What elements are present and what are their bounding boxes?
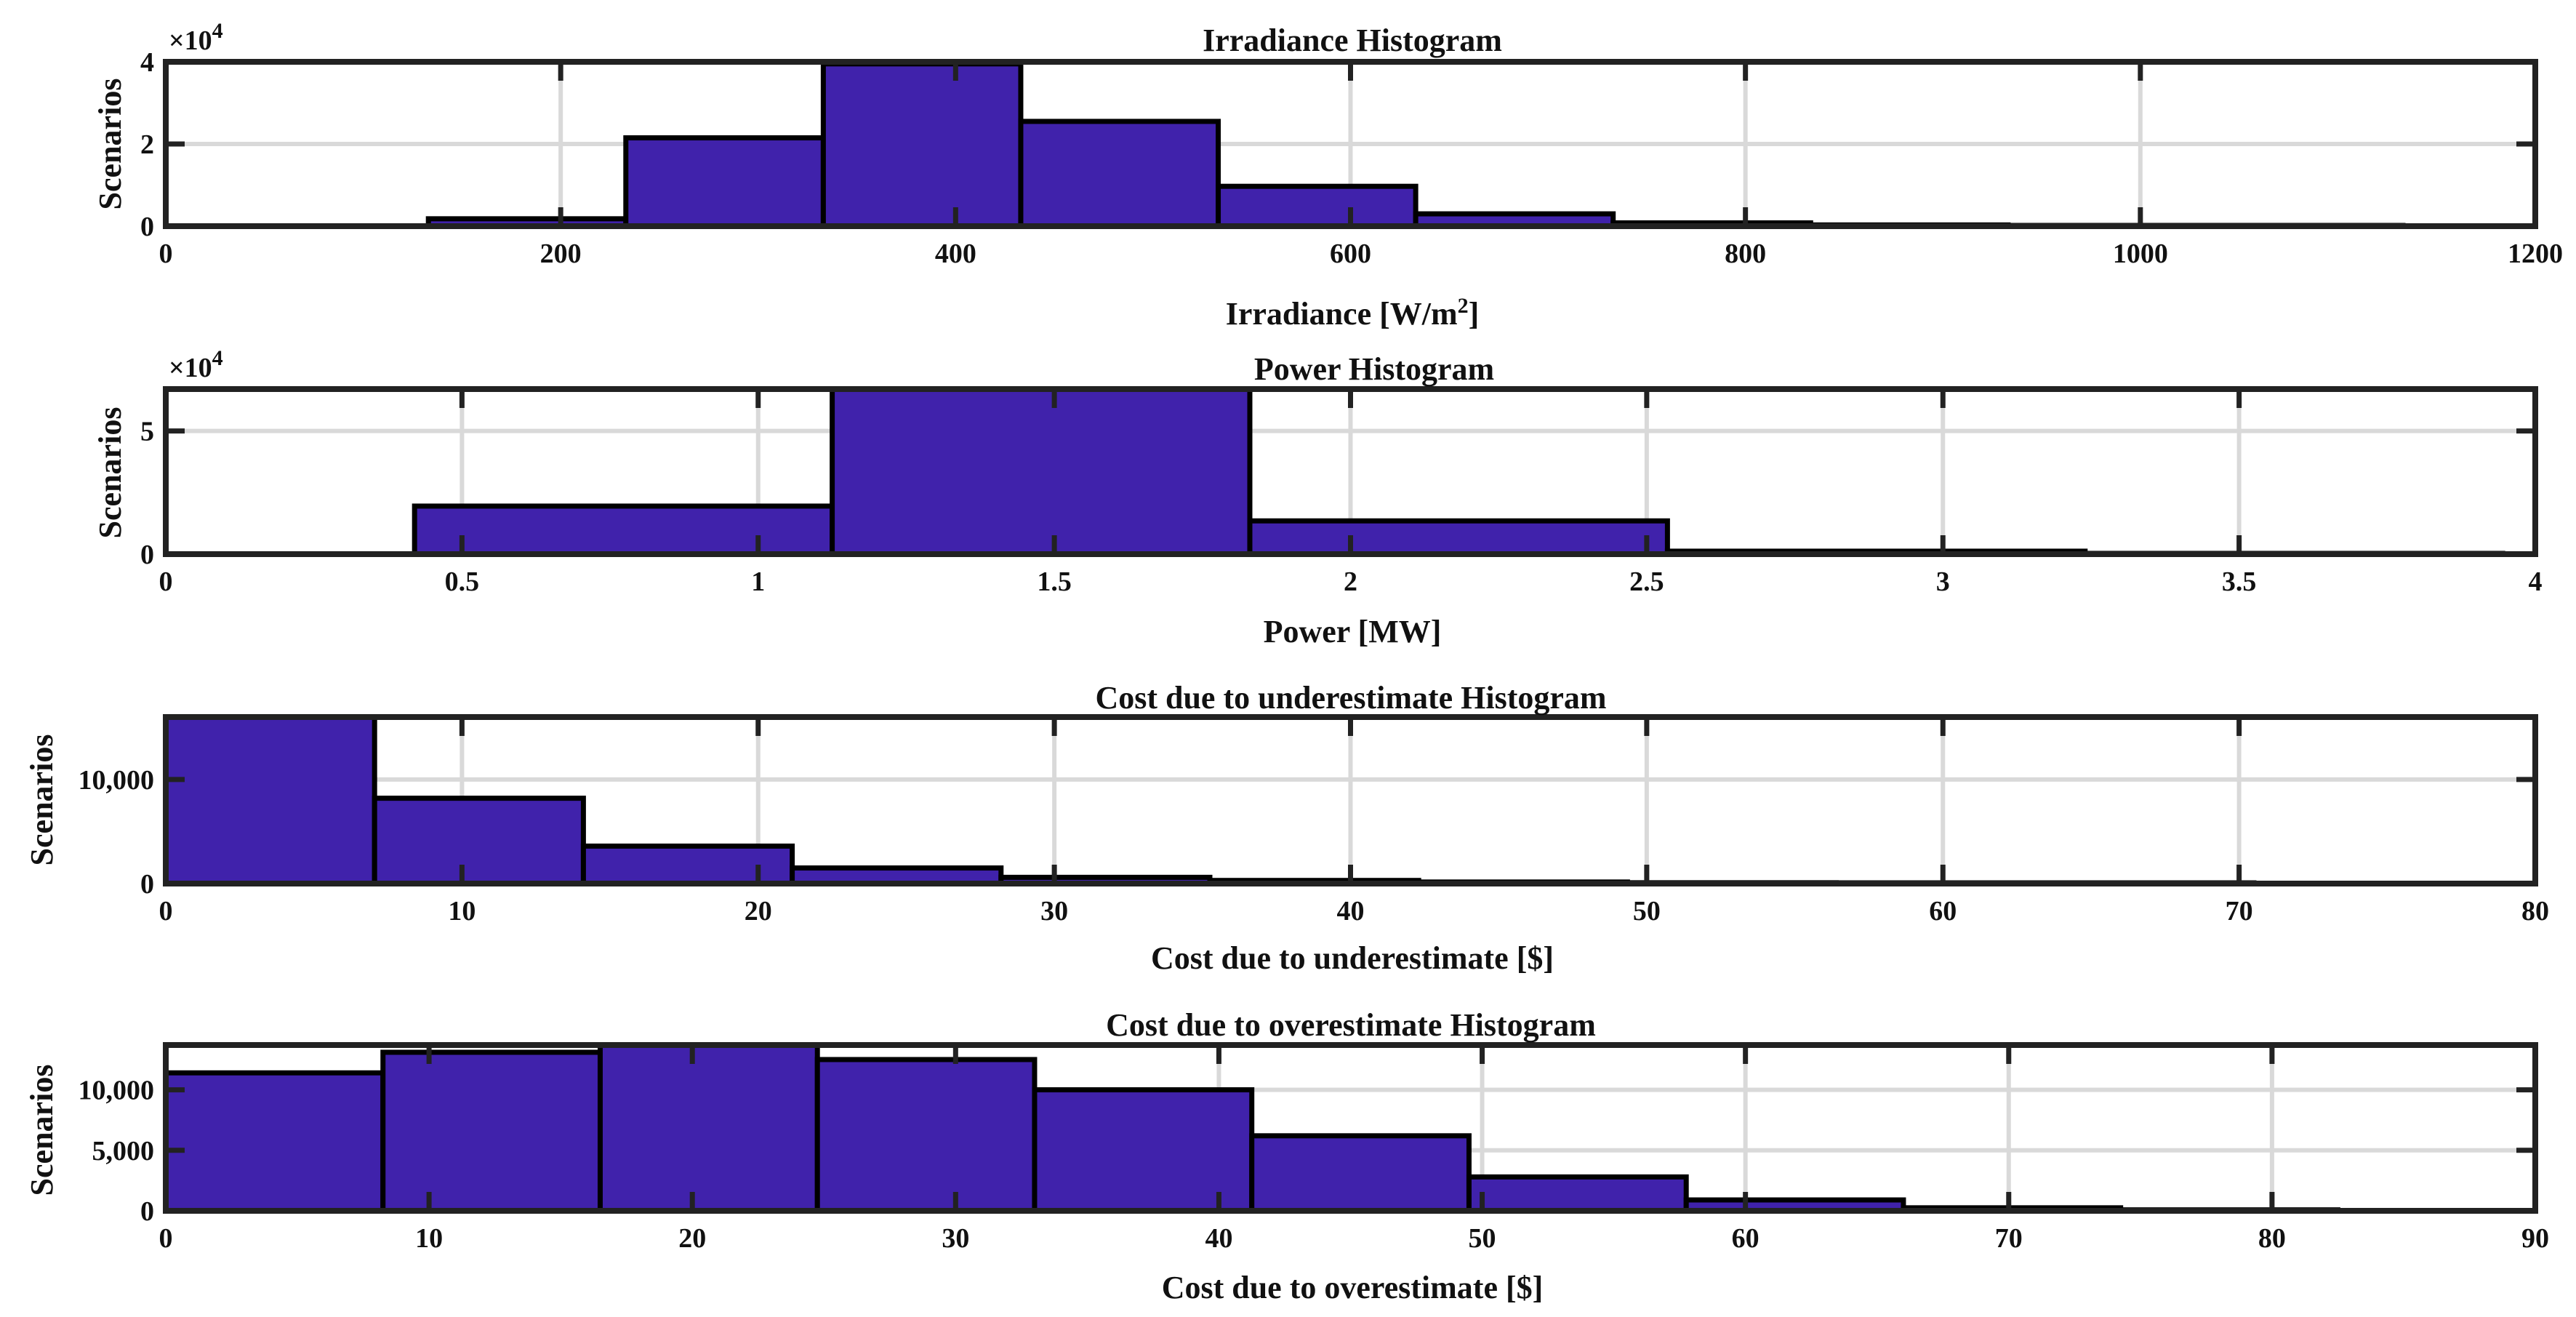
power-x-tick-label: 2 [1344,567,1357,597]
overestimate-x-tick-label: 70 [1995,1223,2023,1254]
power-y-tick-label: 5 [140,417,154,447]
irradiance-x-tick-label: 400 [935,239,976,269]
underestimate-y-tick-label: 10,000 [79,765,155,796]
underestimate-bars [163,714,2257,886]
overestimate-histogram-bar [814,1057,1038,1214]
underestimate-x-tick-label: 80 [2521,896,2549,926]
irradiance-x-axis-label: Irradiance [W/m2] [1226,294,1480,332]
overestimate-x-tick-label: 90 [2521,1223,2549,1254]
underestimate-x-tick-label: 20 [745,896,772,926]
underestimate-histogram-panel: 0 10 20 30 40 50 60 70 80 0 10,000 Cost due to und… [24,680,2549,976]
overestimate-axes-frame [163,1042,2538,1214]
underestimate-x-tick-label: 50 [1633,896,1661,926]
irradiance-y-tick-label: 2 [140,129,154,160]
overestimate-y-axis-label: Scenarios [24,1065,60,1196]
overestimate-ticks: 0 10 20 30 40 50 60 70 80 90 0 5,000 10,000 [79,1045,2549,1254]
overestimate-x-tick-label: 10 [415,1223,443,1254]
underestimate-chart-title: Cost due to underestimate Histogram [1095,680,1606,716]
overestimate-histogram-panel: 0 10 20 30 40 50 60 70 80 90 0 5,000 10,000 Cost due… [24,1007,2549,1305]
power-chart-title: Power Histogram [1254,351,1494,387]
underestimate-y-tick-label: 0 [140,869,154,900]
power-y-axis-label: Scenarios [92,407,128,539]
power-histogram-bar [412,503,835,557]
power-x-tick-label: 4 [2529,567,2543,597]
power-y-tick-label: 0 [140,540,154,570]
irradiance-x-tick-label: 0 [159,239,173,269]
irradiance-x-tick-label: 1200 [2508,239,2563,269]
power-x-tick-label: 0 [159,567,173,597]
underestimate-y-axis-label: Scenarios [24,734,60,866]
power-x-tick-label: 1.5 [1037,567,1072,597]
overestimate-y-tick-label: 0 [140,1196,154,1227]
underestimate-x-tick-label: 60 [1929,896,1957,926]
power-x-tick-label: 2.5 [1629,567,1664,597]
underestimate-x-axis-label: Cost due to underestimate [$] [1151,940,1554,976]
underestimate-x-tick-label: 30 [1040,896,1068,926]
overestimate-x-tick-label: 20 [678,1223,706,1254]
underestimate-x-tick-label: 0 [159,896,173,926]
overestimate-histogram-bar [380,1049,603,1214]
irradiance-ticks: 0 200 400 600 800 1000 1200 0 2 4 [140,47,2563,269]
overestimate-histogram-bar [163,1070,386,1214]
underestimate-histogram-bar [163,714,377,886]
underestimate-histogram-bar [372,796,586,886]
irradiance-x-tick-label: 200 [540,239,582,269]
power-x-tick-label: 3.5 [2222,567,2257,597]
underestimate-ticks: 0 10 20 30 40 50 60 70 80 0 10,000 [79,717,2549,926]
power-bars [412,386,2505,557]
power-ticks: 0 0.5 1 1.5 2 2.5 3 3.5 4 0 5 [140,389,2543,597]
power-histogram-bar [830,386,1253,557]
irradiance-histogram-panel: 0 200 400 600 800 1000 1200 0 2 4 Irradiance Hist… [92,19,2563,332]
underestimate-x-tick-label: 10 [448,896,476,926]
overestimate-bars [163,1042,2340,1214]
irradiance-y-tick-label: 0 [140,212,154,242]
power-x-axis-label: Power [MW] [1264,614,1442,649]
irradiance-x-tick-label: 1000 [2113,239,2168,269]
overestimate-x-tick-label: 40 [1205,1223,1232,1254]
underestimate-x-tick-label: 40 [1337,896,1365,926]
irradiance-y-exponent: ×104 [169,19,223,57]
overestimate-histogram-bar [1466,1174,1689,1214]
overestimate-x-tick-label: 80 [2258,1223,2286,1254]
irradiance-x-tick-label: 600 [1330,239,1371,269]
irradiance-histogram-bar [623,135,826,229]
irradiance-chart-title: Irradiance Histogram [1203,23,1502,58]
underestimate-histogram-bar [580,843,795,886]
overestimate-histogram-bar [597,1042,820,1214]
power-histogram-panel: 0 0.5 1 1.5 2 2.5 3 3.5 4 0 5 Power Histogram Powe… [92,346,2543,650]
overestimate-x-tick-label: 50 [1469,1223,1496,1254]
overestimate-y-tick-label: 5,000 [92,1136,155,1166]
overestimate-histogram-bar [1249,1133,1472,1214]
irradiance-y-axis-label: Scenarios [92,79,128,210]
power-x-tick-label: 0.5 [445,567,480,597]
overestimate-chart-title: Cost due to overestimate Histogram [1106,1007,1596,1043]
overestimate-y-tick-label: 10,000 [79,1076,155,1106]
irradiance-histogram-bar [1018,119,1221,229]
overestimate-x-axis-label: Cost due to overestimate [$] [1162,1270,1544,1305]
power-y-exponent: ×104 [169,346,223,384]
overestimate-x-tick-label: 30 [942,1223,969,1254]
power-x-tick-label: 1 [751,567,765,597]
irradiance-x-tick-label: 800 [1725,239,1766,269]
irradiance-histogram-bar [1216,183,1419,229]
irradiance-histogram-bar [820,61,1024,229]
overestimate-x-tick-label: 0 [159,1223,173,1254]
power-x-tick-label: 3 [1936,567,1950,597]
power-histogram-bar [1247,518,1670,557]
irradiance-bars [425,61,2406,229]
overestimate-x-tick-label: 60 [1732,1223,1760,1254]
underestimate-x-tick-label: 70 [2226,896,2253,926]
irradiance-y-tick-label: 4 [140,47,154,78]
